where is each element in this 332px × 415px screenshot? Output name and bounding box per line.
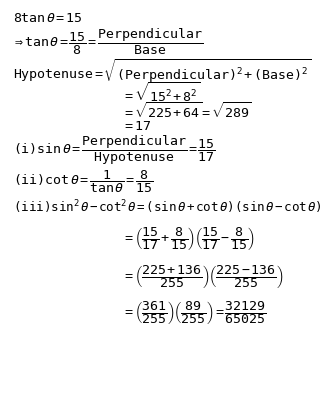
Text: $= \left(\dfrac{15}{17} + \dfrac{8}{15}\right)\!\left(\dfrac{15}{17} - \dfrac{8}: $= \left(\dfrac{15}{17} + \dfrac{8}{15}\… [123,225,255,252]
Text: $= 17$: $= 17$ [123,120,151,133]
Text: $\mathtt{(ii)}\cot\theta = \dfrac{1}{\tan\theta} = \dfrac{8}{15}$: $\mathtt{(ii)}\cot\theta = \dfrac{1}{\ta… [13,169,154,195]
Text: $\mathtt{Hypotenuse} = \sqrt{(\mathtt{Perpendicular})^2 + (\mathtt{Base})^2}$: $\mathtt{Hypotenuse} = \sqrt{(\mathtt{Pe… [13,58,311,85]
Text: $\Rightarrow \tan\theta = \dfrac{15}{8} = \dfrac{\mathtt{Perpendicular}}{\mathtt: $\Rightarrow \tan\theta = \dfrac{15}{8} … [13,27,203,56]
Text: $\mathtt{(iii)}\sin^2\theta - \cot^2\theta = (\sin\theta + \cot\theta)(\sin\thet: $\mathtt{(iii)}\sin^2\theta - \cot^2\the… [13,199,322,216]
Text: $8\tan\theta = 15$: $8\tan\theta = 15$ [13,12,83,25]
Text: $= \sqrt{15^2 + 8^2}$: $= \sqrt{15^2 + 8^2}$ [123,82,200,105]
Text: $= \left(\dfrac{361}{255}\right)\!\left(\dfrac{89}{255}\right) = \dfrac{32129}{6: $= \left(\dfrac{361}{255}\right)\!\left(… [123,298,267,326]
Text: $\mathtt{(i)}\sin\theta = \dfrac{\mathtt{Perpendicular}}{\mathtt{Hypotenuse}} = : $\mathtt{(i)}\sin\theta = \dfrac{\mathtt… [13,134,216,167]
Text: $= \sqrt{225 + 64} = \sqrt{289}$: $= \sqrt{225 + 64} = \sqrt{289}$ [123,101,252,121]
Text: $= \left(\dfrac{225 + 136}{255}\right)\!\left(\dfrac{225 - 136}{255}\right)$: $= \left(\dfrac{225 + 136}{255}\right)\!… [123,263,284,290]
